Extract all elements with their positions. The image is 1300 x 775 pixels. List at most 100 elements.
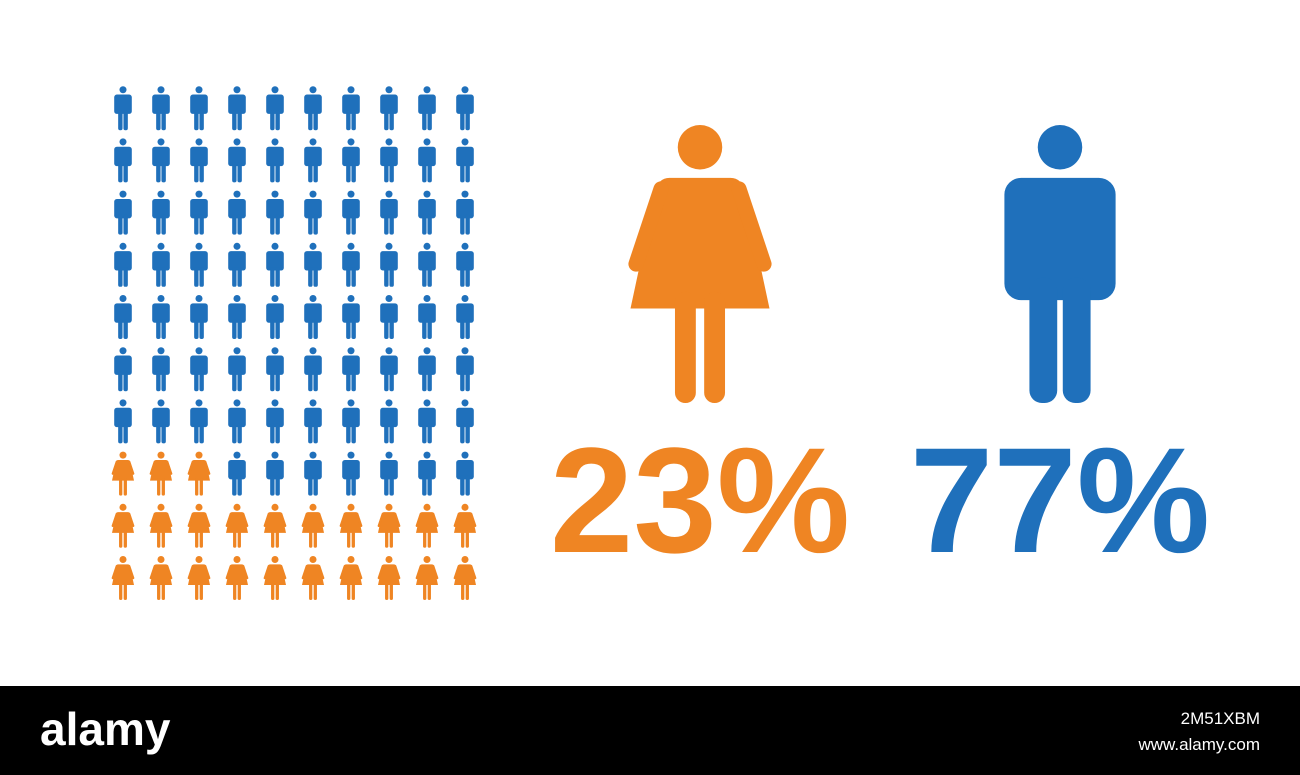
icon-leg [123,423,128,444]
icon-leg [161,319,166,339]
icon-leg [237,423,242,444]
icon-leg [156,371,161,392]
icon-dress [454,512,476,533]
icon-leg [156,423,161,444]
icon-leg [427,530,431,548]
female-icon [377,503,401,548]
male-icon [380,399,398,444]
icon-body [228,303,246,323]
male-icon [114,190,132,235]
icon-dress [416,512,438,533]
icon-leg [422,475,427,496]
icon-head [461,347,469,355]
male-icon [304,138,322,183]
male-icon [228,190,246,235]
icon-head [157,138,165,146]
icon-head [271,347,279,355]
icon-head [195,451,203,459]
icon-leg [232,423,237,444]
male-icon [228,138,246,183]
icon-head [1037,125,1083,170]
icon-leg [384,423,389,444]
icon-body [380,146,398,167]
icon-leg [351,214,356,235]
icon-body [190,198,208,219]
icon-head [347,347,355,355]
icon-arms [263,512,287,528]
male-icon [380,86,398,131]
icon-head [347,295,355,303]
icon-leg [161,267,166,287]
icon-body [342,198,360,219]
icon-body [456,303,474,323]
male-icon [152,399,170,444]
icon-leg [460,423,465,444]
icon-leg [351,267,356,287]
icon-head [157,86,165,94]
icon-leg [347,582,351,600]
icon-leg [161,478,165,496]
icon-leg [275,319,280,339]
icon-leg [389,371,394,392]
male-icon [304,347,322,392]
male-icon [190,138,208,183]
icon-leg [389,214,394,235]
male-icon [266,451,284,496]
icon-head [271,503,279,511]
icon-leg [351,475,356,496]
male-icon [456,399,474,444]
icon-leg [271,582,275,600]
icon-body [228,94,246,114]
icon-head [423,451,431,459]
female-icon [377,556,401,600]
icon-head [385,451,393,459]
icon-leg [384,214,389,235]
male-icon [266,190,284,235]
icon-leg [270,110,275,131]
icon-dress [188,459,210,481]
icon-head [461,86,469,94]
icon-leg [422,214,427,235]
icon-leg [465,267,470,287]
female-icon [111,451,135,496]
male-icon [304,295,322,339]
icon-body [1004,177,1116,301]
icon-leg [384,371,389,392]
icon-leg [123,319,128,339]
icon-head [157,242,165,250]
icon-body [190,146,208,167]
icon-body [228,459,246,480]
icon-leg [161,110,166,131]
icon-head [233,242,241,250]
male-icon [114,86,132,131]
icon-leg [308,162,313,183]
icon-leg [308,319,313,339]
icon-leg [157,530,161,548]
icon-head [309,556,317,564]
icon-leg [308,475,313,496]
icon-leg [271,530,275,548]
icon-dress [302,512,324,533]
icon-body [380,407,398,428]
icon-leg [389,530,393,548]
icon-leg [460,214,465,235]
icon-leg [232,267,237,287]
icon-arms [415,564,439,580]
icon-head [385,399,393,407]
icon-leg [275,371,280,392]
icon-leg [161,214,166,235]
icon-head [271,556,279,564]
icon-body [190,251,208,271]
icon-leg [275,582,279,600]
male-icon [380,451,398,496]
male-icon [190,295,208,339]
icon-leg [427,267,432,287]
icon-leg [157,582,161,600]
icon-leg [313,582,317,600]
icon-head [157,503,165,511]
icon-leg [347,530,351,548]
icon-body [228,355,246,375]
male-icon [456,86,474,131]
icon-head [461,556,469,564]
icon-leg [389,319,394,339]
